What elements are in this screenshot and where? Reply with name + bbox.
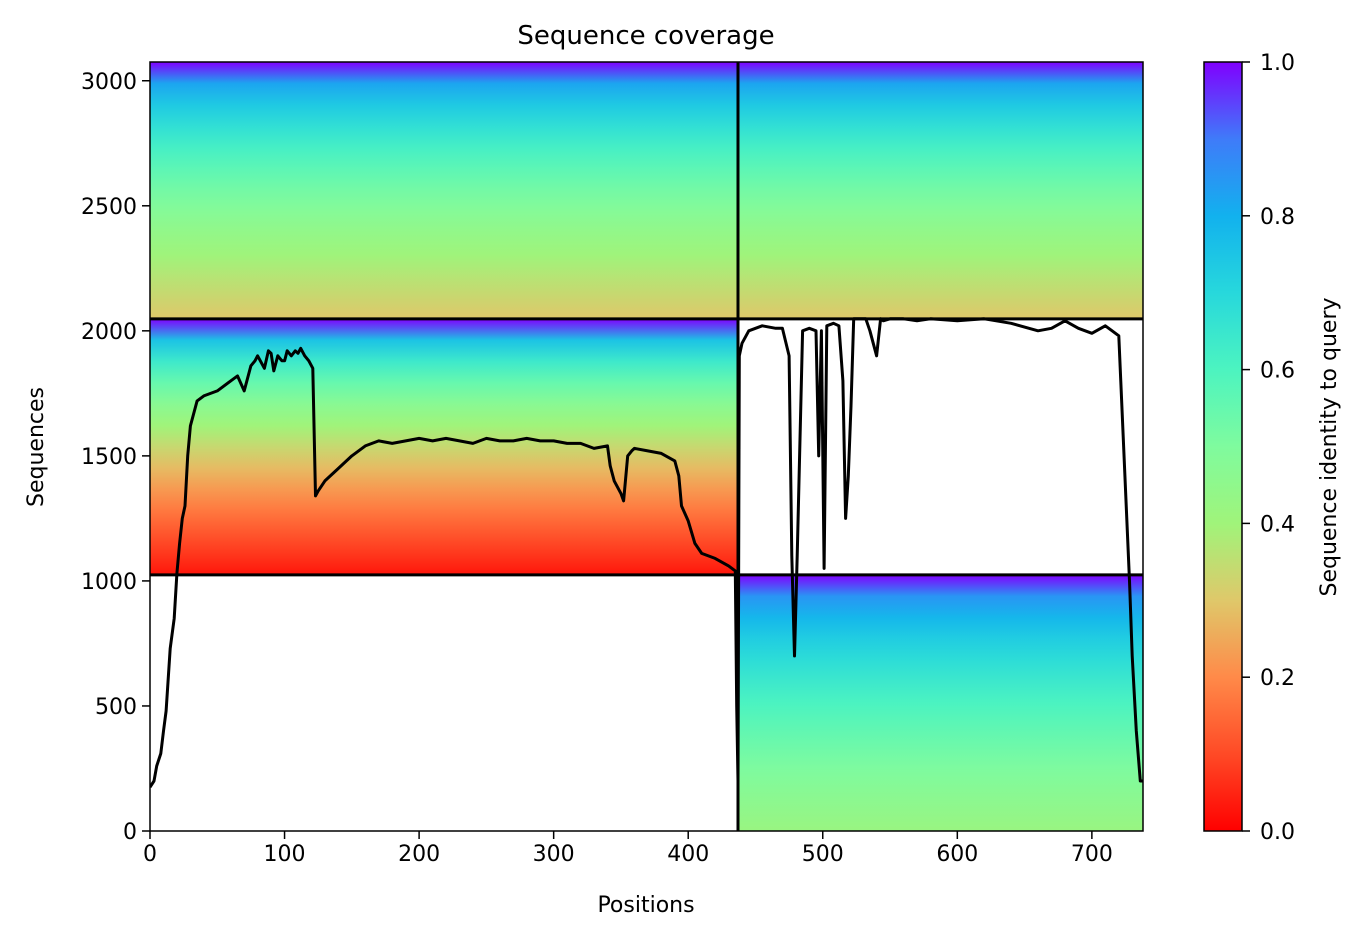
coverage-heatmap [150,62,1143,831]
chart-title: Sequence coverage [517,21,774,51]
heatmap-block-paired [150,62,1143,319]
x-tick-label: 300 [533,842,575,867]
colorbar-tick-label: 0.0 [1260,820,1295,845]
y-tick-label: 500 [95,695,137,720]
x-tick-label: 600 [936,842,978,867]
x-tick-label: 100 [264,842,306,867]
colorbar-axis: 0.0 0.2 0.4 0.6 0.8 1.0 [1242,51,1295,845]
y-tick-label: 2000 [81,320,137,345]
colorbar-tick-label: 0.8 [1260,205,1295,230]
y-tick-label: 2500 [81,195,137,220]
x-tick-label: 500 [802,842,844,867]
x-axis: 0 100 200 300 400 500 600 700 [143,831,1113,867]
y-tick-label: 3000 [81,70,137,95]
colorbar-tick-label: 0.2 [1260,666,1295,691]
colorbar-label: Sequence identity to query [1317,297,1342,596]
y-axis: 0 500 1000 1500 2000 2500 3000 [81,70,150,845]
colorbar [1203,61,1243,832]
y-tick-label: 1000 [81,570,137,595]
x-tick-label: 200 [398,842,440,867]
plot-frame [149,61,1144,832]
y-axis-label: Sequences [24,387,49,507]
x-tick-label: 400 [667,842,709,867]
block-boundaries [150,62,1143,831]
heatmap-block-chain-B-unpaired [737,574,1143,831]
colorbar-tick-label: 1.0 [1260,51,1295,76]
x-tick-label: 700 [1071,842,1113,867]
colorbar-tick-label: 0.6 [1260,359,1295,384]
x-axis-label: Positions [597,893,694,918]
y-tick-label: 1500 [81,445,137,470]
colorbar-tick-label: 0.4 [1260,512,1295,537]
y-tick-label: 0 [123,820,137,845]
heatmap-block-chain-A-unpaired [150,318,738,575]
x-tick-label: 0 [143,842,157,867]
coverage-line [150,317,1143,789]
